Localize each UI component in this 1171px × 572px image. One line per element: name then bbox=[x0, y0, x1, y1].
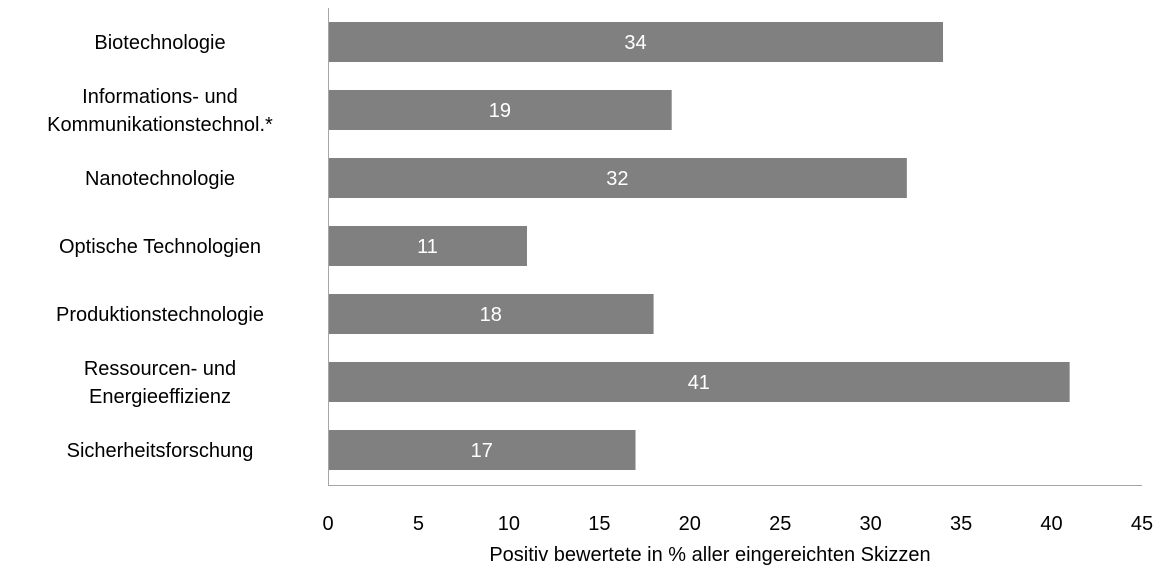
x-tick-label: 5 bbox=[413, 513, 424, 535]
bars-group bbox=[328, 22, 1070, 470]
x-tick-label: 30 bbox=[860, 513, 882, 535]
bar bbox=[328, 90, 672, 130]
bar-value-labels: 34 19 32 11 18 41 17 bbox=[417, 32, 710, 462]
bar-value-label: 41 bbox=[688, 372, 710, 394]
x-tick-label: 35 bbox=[950, 513, 972, 535]
category-label: Ressourcen- und Energieeffizienz bbox=[84, 358, 236, 408]
category-label: Produktionstechnologie bbox=[56, 304, 264, 326]
bar-value-label: 17 bbox=[471, 440, 493, 462]
category-label: Informations- und Kommunikationstechnol.* bbox=[47, 86, 273, 136]
category-label: Nanotechnologie bbox=[85, 168, 235, 190]
category-label-line: Sicherheitsforschung bbox=[67, 440, 254, 462]
category-label-line: Produktionstechnologie bbox=[56, 304, 264, 326]
bar bbox=[328, 294, 654, 334]
category-label-line: Kommunikationstechnol.* bbox=[47, 114, 273, 136]
x-axis-title: Positiv bewertete in % aller eingereicht… bbox=[489, 544, 930, 566]
x-tick-label: 25 bbox=[769, 513, 791, 535]
category-label-line: Biotechnologie bbox=[94, 32, 225, 54]
category-labels: Biotechnologie Informations- und Kommunika… bbox=[47, 32, 273, 462]
bar-value-label: 11 bbox=[417, 236, 438, 258]
x-tick-label: 15 bbox=[588, 513, 610, 535]
x-tick-labels: 0 5 10 15 20 25 30 35 40 45 bbox=[322, 513, 1153, 535]
category-label: Sicherheitsforschung bbox=[67, 440, 254, 462]
bar bbox=[328, 22, 944, 62]
category-label-line: Ressourcen- und bbox=[84, 358, 236, 380]
category-label: Optische Technologien bbox=[59, 236, 261, 258]
category-label-line: Informations- und bbox=[82, 86, 238, 108]
category-label-line: Nanotechnologie bbox=[85, 168, 235, 190]
x-tick-label: 45 bbox=[1131, 513, 1153, 535]
x-tick-label: 0 bbox=[322, 513, 333, 535]
bar bbox=[328, 362, 1070, 402]
bar-value-label: 18 bbox=[480, 304, 502, 326]
x-tick-label: 20 bbox=[679, 513, 701, 535]
bar bbox=[328, 158, 907, 198]
category-label-line: Energieeffizienz bbox=[89, 386, 231, 408]
bar bbox=[328, 430, 636, 470]
bar-value-label: 34 bbox=[624, 32, 646, 54]
bar bbox=[328, 226, 527, 266]
x-tick-label: 10 bbox=[498, 513, 520, 535]
category-label: Biotechnologie bbox=[94, 32, 225, 54]
x-tick-label: 40 bbox=[1040, 513, 1062, 535]
category-label-line: Optische Technologien bbox=[59, 236, 261, 258]
bar-value-label: 19 bbox=[489, 100, 511, 122]
bar-value-label: 32 bbox=[606, 168, 628, 190]
